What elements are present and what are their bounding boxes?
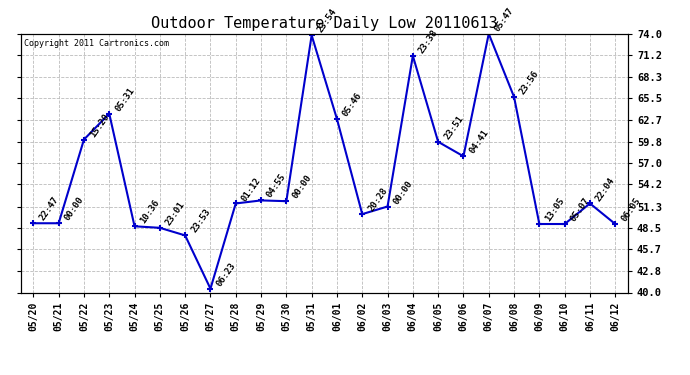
Text: 23:51: 23:51: [442, 114, 465, 141]
Text: 22:04: 22:04: [594, 176, 617, 202]
Text: 10:36: 10:36: [139, 198, 161, 225]
Text: 23:54: 23:54: [316, 8, 339, 34]
Text: 06:05: 06:05: [620, 196, 642, 223]
Text: 23:38: 23:38: [417, 28, 440, 55]
Text: 04:55: 04:55: [265, 172, 288, 200]
Text: 23:01: 23:01: [164, 200, 187, 227]
Text: 00:00: 00:00: [392, 178, 415, 206]
Text: 00:00: 00:00: [63, 195, 86, 222]
Text: 15:20: 15:20: [88, 112, 111, 139]
Title: Outdoor Temperature Daily Low 20110613: Outdoor Temperature Daily Low 20110613: [151, 16, 497, 31]
Text: 13:05: 13:05: [544, 196, 566, 223]
Text: 23:53: 23:53: [189, 207, 212, 235]
Text: 04:41: 04:41: [468, 128, 491, 156]
Text: 05:47: 05:47: [493, 6, 515, 33]
Text: 05:07: 05:07: [569, 196, 591, 223]
Text: 20:28: 20:28: [366, 186, 389, 213]
Text: 23:56: 23:56: [518, 69, 541, 96]
Text: Copyright 2011 Cartronics.com: Copyright 2011 Cartronics.com: [23, 39, 169, 48]
Text: 05:31: 05:31: [113, 86, 136, 113]
Text: 05:46: 05:46: [341, 91, 364, 118]
Text: 00:00: 00:00: [290, 173, 313, 200]
Text: 01:12: 01:12: [240, 176, 263, 202]
Text: 06:23: 06:23: [215, 261, 237, 288]
Text: 22:47: 22:47: [37, 195, 60, 222]
